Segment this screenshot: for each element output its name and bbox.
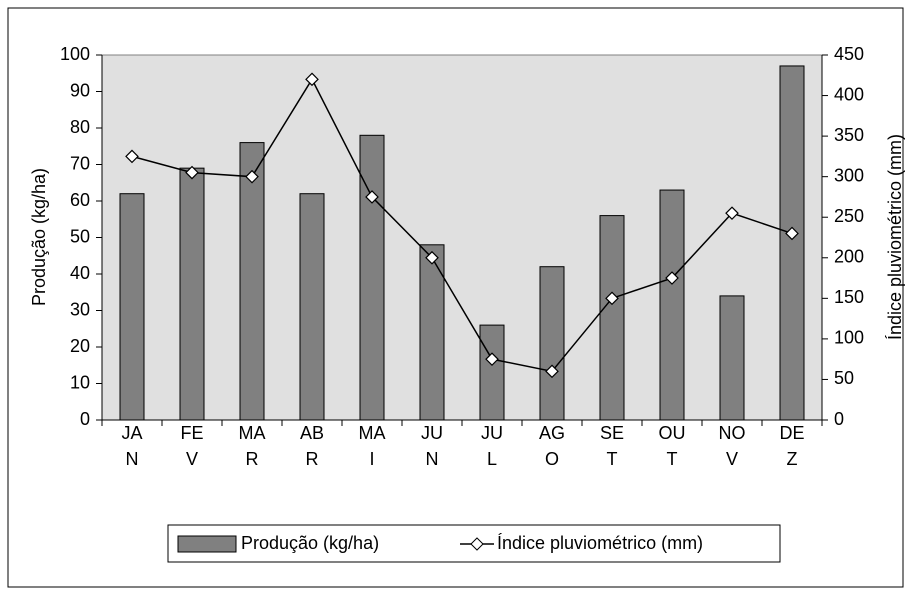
x-tick-label: MAI xyxy=(358,423,386,469)
x-tick-label: AGO xyxy=(538,423,565,469)
bar xyxy=(779,65,805,421)
y-tick-label: 20 xyxy=(70,336,90,356)
y2-tick-label: 200 xyxy=(834,247,864,267)
legend-swatch xyxy=(177,535,237,553)
marker xyxy=(365,190,379,204)
y-tick-label: 80 xyxy=(70,117,90,137)
y2-tick-label: 300 xyxy=(834,165,864,185)
y2-tick-label: 350 xyxy=(834,125,864,145)
y-tick-label: 40 xyxy=(70,263,90,283)
bar xyxy=(359,134,385,421)
legend-marker xyxy=(470,537,484,551)
bar xyxy=(119,193,145,421)
marker xyxy=(785,226,799,241)
x-tick-label: DEZ xyxy=(779,423,805,469)
marker xyxy=(725,206,739,221)
y2-axis-title: Índice pluviométrico (mm) xyxy=(885,134,905,340)
x-tick-label: JUL xyxy=(481,423,503,469)
y2-tick-label: 50 xyxy=(834,368,854,388)
x-tick-label: JUN xyxy=(421,423,443,469)
bar xyxy=(539,266,565,421)
bar xyxy=(719,295,745,421)
plot-area xyxy=(101,54,823,421)
bar xyxy=(419,244,445,421)
bar xyxy=(479,324,505,421)
bar xyxy=(179,167,205,421)
bar xyxy=(599,215,625,421)
y-tick-label: 30 xyxy=(70,299,90,319)
marker xyxy=(425,250,439,265)
marker xyxy=(305,72,319,87)
bar xyxy=(659,189,685,421)
line xyxy=(131,77,793,373)
y2-tick-label: 100 xyxy=(834,328,864,348)
legend-label: Produção (kg/ha) xyxy=(241,533,379,553)
x-tick-label: MAR xyxy=(238,423,266,469)
y2-tick-label: 400 xyxy=(834,84,864,104)
y-tick-label: 70 xyxy=(70,153,90,173)
marker xyxy=(245,169,259,184)
y-tick-label: 90 xyxy=(70,80,90,100)
y-tick-label: 10 xyxy=(70,372,90,392)
marker xyxy=(605,291,619,306)
marker xyxy=(665,271,679,285)
y2-tick-label: 150 xyxy=(834,287,864,307)
y-axis-title: Produção (kg/ha) xyxy=(29,168,49,306)
x-tick-label: ABR xyxy=(299,423,324,469)
x-tick-label: JAN xyxy=(121,423,143,469)
bar xyxy=(299,193,325,421)
y-tick-label: 100 xyxy=(60,44,90,64)
marker xyxy=(545,364,559,379)
legend-label: Índice pluviométrico (mm) xyxy=(497,533,703,553)
marker xyxy=(185,165,199,180)
x-tick-label: OUT xyxy=(658,423,686,469)
bar xyxy=(239,142,265,421)
y2-tick-label: 450 xyxy=(834,44,864,64)
y2-tick-label: 250 xyxy=(834,206,864,226)
y2-tick-label: 0 xyxy=(834,409,844,429)
x-tick-label: NOV xyxy=(718,423,746,469)
x-tick-label: SET xyxy=(599,423,624,469)
marker xyxy=(485,352,499,367)
y-tick-label: 0 xyxy=(80,409,90,429)
x-tick-label: FEV xyxy=(180,423,204,469)
y-tick-label: 50 xyxy=(70,226,90,246)
y-tick-label: 60 xyxy=(70,190,90,210)
marker xyxy=(125,149,139,164)
